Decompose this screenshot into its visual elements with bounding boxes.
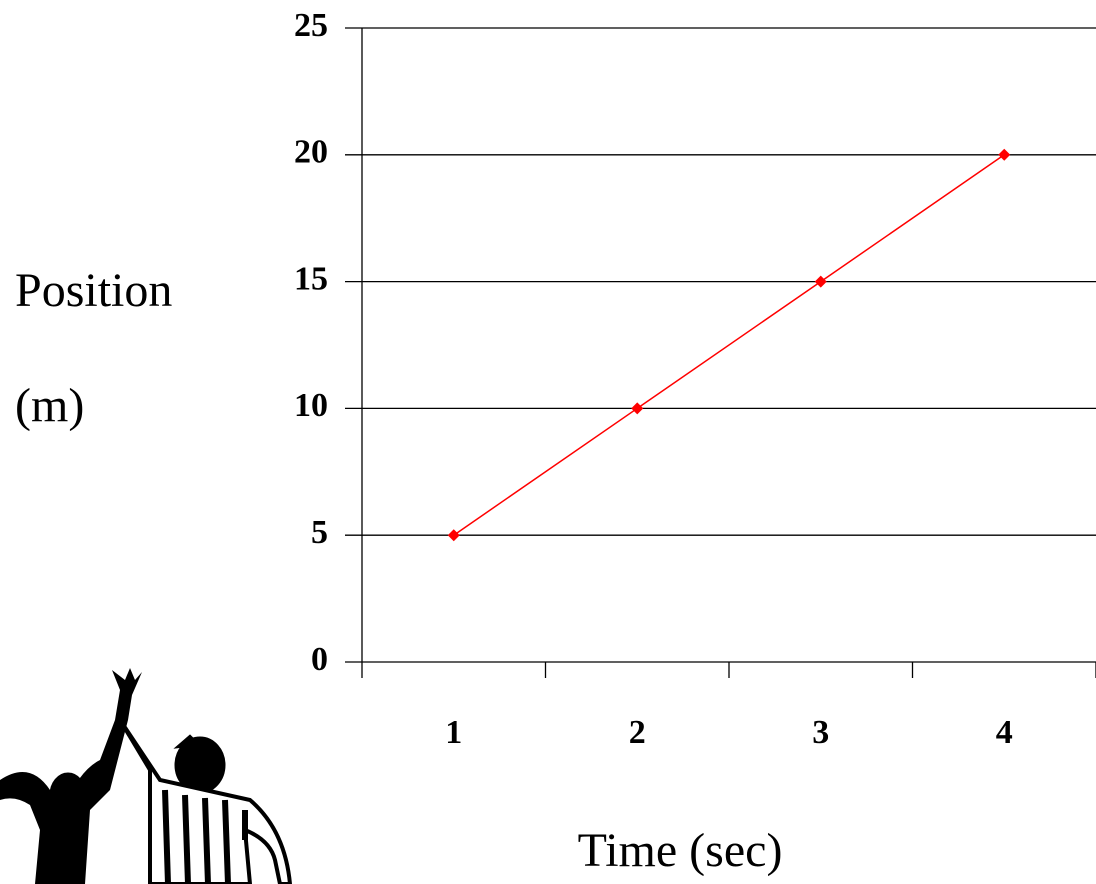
line	[454, 155, 1005, 535]
y-tick-label: 5	[311, 514, 328, 551]
y-axis-title: (m)	[15, 379, 84, 432]
y-tick-label: 0	[311, 641, 328, 678]
point	[998, 149, 1010, 161]
point	[448, 529, 460, 541]
x-tick-label: 1	[445, 714, 462, 751]
point	[815, 276, 827, 288]
x-tick-label: 3	[812, 714, 829, 751]
y-tick-label: 20	[294, 134, 328, 171]
page: Position (m) Time (sec) 0 5 10 15 20 25 1 2 3 4 (…	[0, 0, 1096, 884]
y-tick-label: 15	[294, 260, 328, 297]
y-tick-label: 10	[294, 387, 328, 424]
x-tick-label: 4	[996, 714, 1013, 751]
point	[631, 402, 643, 414]
y-tick-label: 25	[294, 7, 328, 44]
x-axis-title: Time (sec)	[578, 824, 783, 877]
clip-art	[0, 668, 290, 884]
chart: Position (m) Time (sec) 0 5 10 15 20 25 1 2 3 4	[0, 0, 1096, 884]
y-axis-title: Position	[15, 264, 172, 317]
x-tick-label: 2	[629, 714, 646, 751]
